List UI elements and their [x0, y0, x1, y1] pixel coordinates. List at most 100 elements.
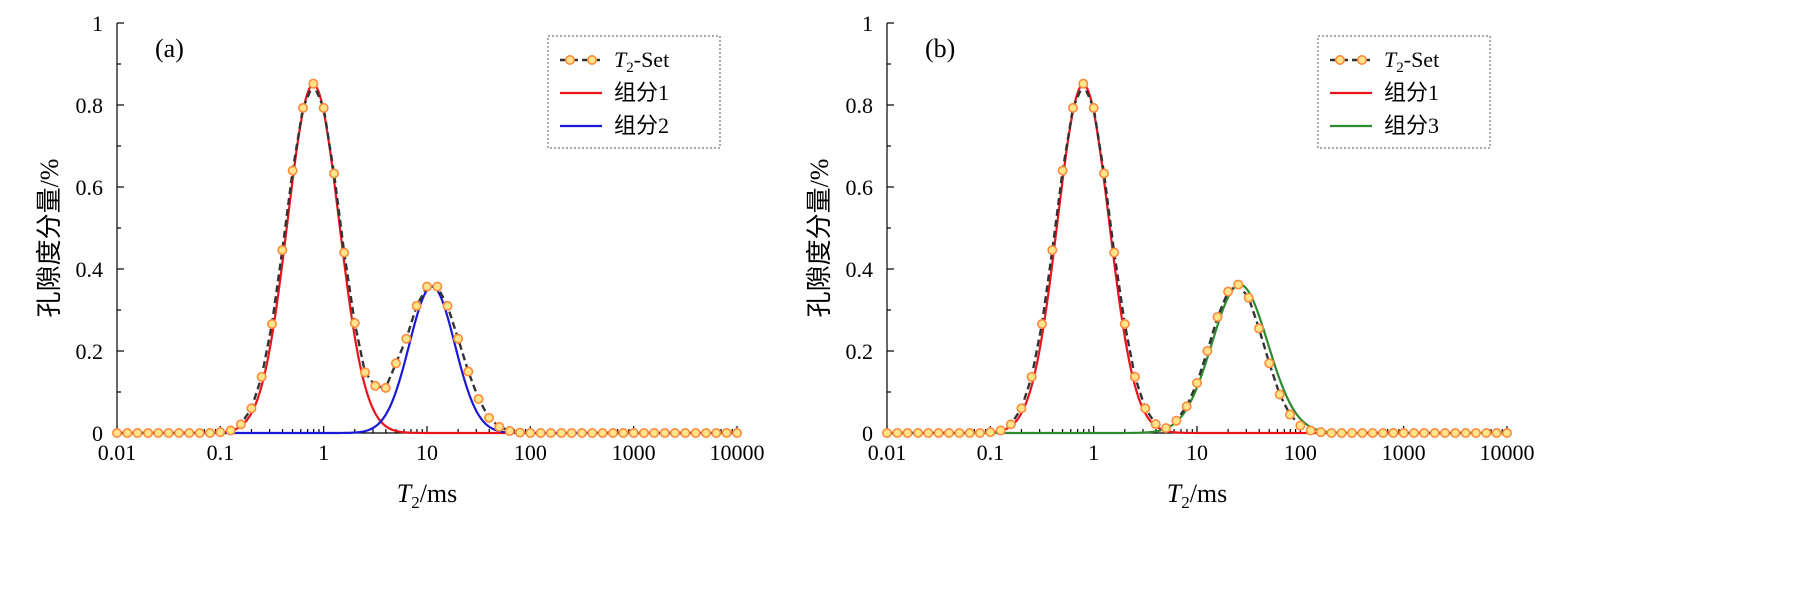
y-tick-label: 0: [862, 421, 873, 446]
y-axis-title: 孔隙度分量/%: [805, 159, 834, 318]
t2-set-point: [639, 427, 650, 438]
x-tick-label: 10: [416, 440, 438, 465]
t2-set-point: [1460, 427, 1471, 438]
t2-set-point: [882, 427, 893, 438]
t2-set-point: [985, 427, 996, 438]
t2-set-point: [153, 427, 164, 438]
legend-label: 组分1: [1384, 80, 1439, 105]
t2-set-point: [359, 367, 370, 378]
t2-set-point: [370, 380, 381, 391]
x-tick-label: 0.1: [977, 440, 1005, 465]
t2-set-point: [628, 427, 639, 438]
t2-set-point: [173, 427, 184, 438]
component-curve-2: [117, 285, 737, 435]
t2-set-point: [1326, 427, 1337, 438]
t2-set-point: [1315, 427, 1326, 438]
t2-set-point: [1109, 247, 1120, 258]
legend-label: T2-Set: [614, 47, 669, 76]
t2-set-point: [933, 427, 944, 438]
x-tick-label: 10000: [1480, 440, 1535, 465]
y-tick-label: 0.4: [76, 257, 104, 282]
t2-set-point: [1171, 415, 1182, 426]
t2-set-point: [184, 427, 195, 438]
t2-set-point: [494, 421, 505, 432]
panel-label: (b): [925, 34, 955, 63]
t2-set-point: [1346, 427, 1357, 438]
chart-panel-a: 0.01 0.1 1 10 100 1000 10000 0 0.2 0.4 0.6 0.8 1 (a) T…: [35, 11, 765, 512]
legend-marker: [586, 54, 597, 65]
x-tick-label: 10000: [710, 440, 765, 465]
t2-set-point: [1016, 403, 1027, 414]
t2-set-point: [525, 427, 536, 438]
t2-set-point: [514, 427, 525, 438]
t2-set-point: [923, 427, 934, 438]
t2-set-point: [566, 427, 577, 438]
t2-set-point: [1119, 318, 1130, 329]
t2-set-point: [277, 245, 288, 256]
t2-set-point: [943, 427, 954, 438]
t2-set-point: [618, 427, 629, 438]
t2-set-point: [721, 427, 732, 438]
t2-set-point: [535, 427, 546, 438]
chart-panel-b: 0.01 0.1 1 10 100 1000 10000 0 0.2 0.4 0.6 0.8 1 (b) T…: [770, 0, 1677, 602]
t2-set-point: [1088, 102, 1099, 113]
t2-set-point: [1419, 427, 1430, 438]
t2-set-point: [659, 427, 670, 438]
component-curve-2: [887, 283, 1507, 435]
legend-marker: [1334, 54, 1345, 65]
t2-set-point: [556, 427, 567, 438]
y-tick-label: 1: [92, 11, 103, 36]
t2-set-point: [1450, 427, 1461, 438]
t2-set-point: [1470, 427, 1481, 438]
x-tick-label: 1000: [1382, 440, 1426, 465]
x-tick-label: 0.01: [868, 440, 907, 465]
t2-set-point: [483, 412, 494, 423]
y-tick-label: 0.8: [76, 93, 104, 118]
t2-set-point: [1409, 427, 1420, 438]
y-tick-label: 0: [92, 421, 103, 446]
t2-set-point: [1181, 401, 1192, 412]
t2-set-point: [112, 427, 123, 438]
t2-set-point: [902, 427, 913, 438]
t2-set-point: [349, 318, 360, 329]
t2-set-point: [1481, 427, 1492, 438]
t2-set-point: [954, 427, 965, 438]
x-tick-label: 1000: [612, 440, 656, 465]
t2-set-point: [597, 427, 608, 438]
t2-set-point: [1295, 420, 1306, 431]
t2-set-point: [132, 427, 143, 438]
legend-marker: [1356, 54, 1367, 65]
t2-set-point: [1068, 102, 1079, 113]
x-tick-label: 10: [1186, 440, 1208, 465]
t2-set-point: [649, 427, 660, 438]
x-tick-label: 0.01: [98, 440, 137, 465]
t2-set-point: [913, 427, 924, 438]
t2-set-point: [329, 168, 340, 179]
y-axis-title: 孔隙度分量/%: [35, 159, 64, 318]
t2-set-point: [1202, 345, 1213, 356]
t2-set-point: [1429, 427, 1440, 438]
t2-set-point: [1398, 427, 1409, 438]
t2-set-point: [225, 425, 236, 436]
t2-set-point: [1140, 403, 1151, 414]
legend-label: 组分2: [614, 113, 669, 138]
t2-set-point: [1099, 168, 1110, 179]
t2-set-point: [964, 427, 975, 438]
t2-set-point: [1191, 377, 1202, 388]
t2-set-point: [892, 427, 903, 438]
t2-set-point: [700, 427, 711, 438]
t2-set-point: [731, 427, 742, 438]
t2-set-point: [298, 102, 309, 113]
x-tick-label: 1: [318, 440, 329, 465]
t2-set-point: [442, 300, 453, 311]
x-tick-label: 1: [1088, 440, 1099, 465]
y-tick-label: 0.8: [846, 93, 874, 118]
t2-set-point: [545, 427, 556, 438]
t2-set-point: [690, 427, 701, 438]
t2-set-point: [380, 382, 391, 393]
t2-set-point: [432, 281, 443, 292]
t2-set-point: [401, 333, 412, 344]
t2-set-point: [1357, 427, 1368, 438]
t2-set-point: [215, 427, 226, 438]
